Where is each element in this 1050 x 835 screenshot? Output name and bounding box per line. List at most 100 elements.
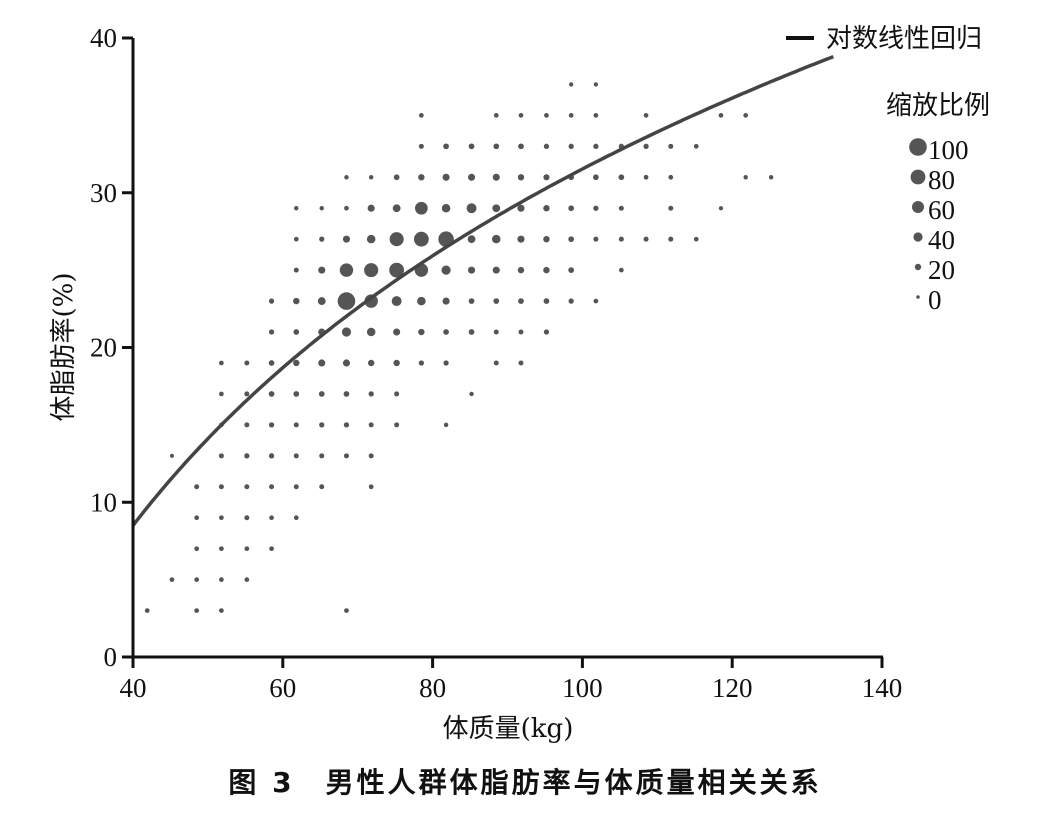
data-point <box>344 205 349 211</box>
data-point <box>293 422 299 428</box>
data-point <box>219 515 224 521</box>
data-point <box>293 236 299 242</box>
data-point <box>269 484 275 490</box>
data-point <box>593 205 599 211</box>
data-point <box>367 204 375 212</box>
x-tick-label: 80 <box>419 673 446 703</box>
data-point <box>341 327 352 337</box>
data-point <box>593 174 599 181</box>
data-point <box>169 577 175 582</box>
data-point <box>219 546 224 552</box>
data-point <box>568 236 575 243</box>
data-point <box>618 267 624 273</box>
data-point <box>467 173 476 181</box>
data-point <box>543 235 550 243</box>
figure-caption: 图 3 男性人群体脂肪率与体质量相关关系 <box>228 766 821 799</box>
size-legend-marker <box>912 201 924 213</box>
data-point <box>492 266 500 274</box>
data-point <box>244 453 250 459</box>
regression-line <box>131 54 834 527</box>
data-point <box>268 360 275 366</box>
data-point <box>518 143 524 150</box>
data-point <box>468 329 475 335</box>
data-point <box>368 175 374 180</box>
data-point <box>366 327 376 337</box>
y-ticks: 0 10 20 30 40 <box>90 23 133 672</box>
data-point <box>466 203 477 214</box>
data-point <box>443 360 449 366</box>
data-point <box>244 360 250 366</box>
data-point <box>244 484 250 490</box>
data-point <box>194 484 200 490</box>
y-tick-label: 30 <box>90 178 117 208</box>
data-point <box>244 546 250 552</box>
data-point <box>318 266 326 274</box>
data-point <box>394 422 400 428</box>
data-point <box>343 391 350 397</box>
data-point <box>244 391 250 397</box>
x-tick-label: 100 <box>562 673 603 703</box>
data-point <box>443 329 449 335</box>
data-point <box>518 360 524 366</box>
data-point <box>342 359 351 367</box>
data-point <box>219 360 224 366</box>
data-point <box>366 234 376 244</box>
data-point <box>415 201 428 215</box>
size-legend-marker <box>916 295 920 299</box>
data-point <box>643 143 649 149</box>
data-point <box>269 546 274 552</box>
data-point <box>364 263 379 278</box>
data-point <box>517 174 525 181</box>
data-point <box>389 262 405 278</box>
data-point <box>743 175 748 180</box>
data-point <box>568 267 575 273</box>
y-tick-label: 10 <box>90 487 117 517</box>
data-point <box>443 143 449 150</box>
data-points <box>144 82 774 613</box>
data-point <box>493 298 500 304</box>
data-point <box>593 82 599 87</box>
data-point <box>441 203 451 213</box>
data-point <box>543 205 550 212</box>
data-point <box>244 515 250 521</box>
data-point <box>394 391 400 397</box>
data-point <box>293 267 299 273</box>
data-point <box>293 484 299 490</box>
data-point <box>543 329 550 335</box>
data-point <box>319 236 325 242</box>
data-point <box>169 453 175 458</box>
data-point <box>492 204 501 213</box>
data-point <box>194 515 200 521</box>
data-point <box>219 608 224 613</box>
data-point <box>618 236 624 242</box>
data-point <box>492 173 500 181</box>
y-axis-label: 体脂肪率(%) <box>49 273 79 422</box>
data-point <box>293 391 300 397</box>
data-point <box>544 113 549 118</box>
data-point <box>419 113 424 118</box>
size-legend-marker <box>910 169 926 185</box>
data-point <box>518 329 524 335</box>
data-point <box>543 143 550 149</box>
data-point <box>568 205 575 212</box>
data-point <box>392 204 401 213</box>
size-legend-label: 40 <box>928 225 955 255</box>
data-point <box>418 328 425 336</box>
data-point <box>518 113 524 118</box>
data-point <box>344 608 349 613</box>
data-point <box>568 298 574 304</box>
data-point <box>319 453 325 459</box>
data-point <box>339 263 354 277</box>
data-point <box>417 296 426 306</box>
data-point <box>718 113 724 118</box>
data-point <box>342 235 351 243</box>
regression-legend-label: 对数线性回归 <box>826 24 982 54</box>
data-point <box>441 265 451 275</box>
data-point <box>593 143 599 149</box>
data-point <box>344 175 349 180</box>
data-point <box>393 174 400 181</box>
data-point <box>393 328 401 336</box>
data-point <box>268 422 275 428</box>
data-point <box>413 231 429 247</box>
